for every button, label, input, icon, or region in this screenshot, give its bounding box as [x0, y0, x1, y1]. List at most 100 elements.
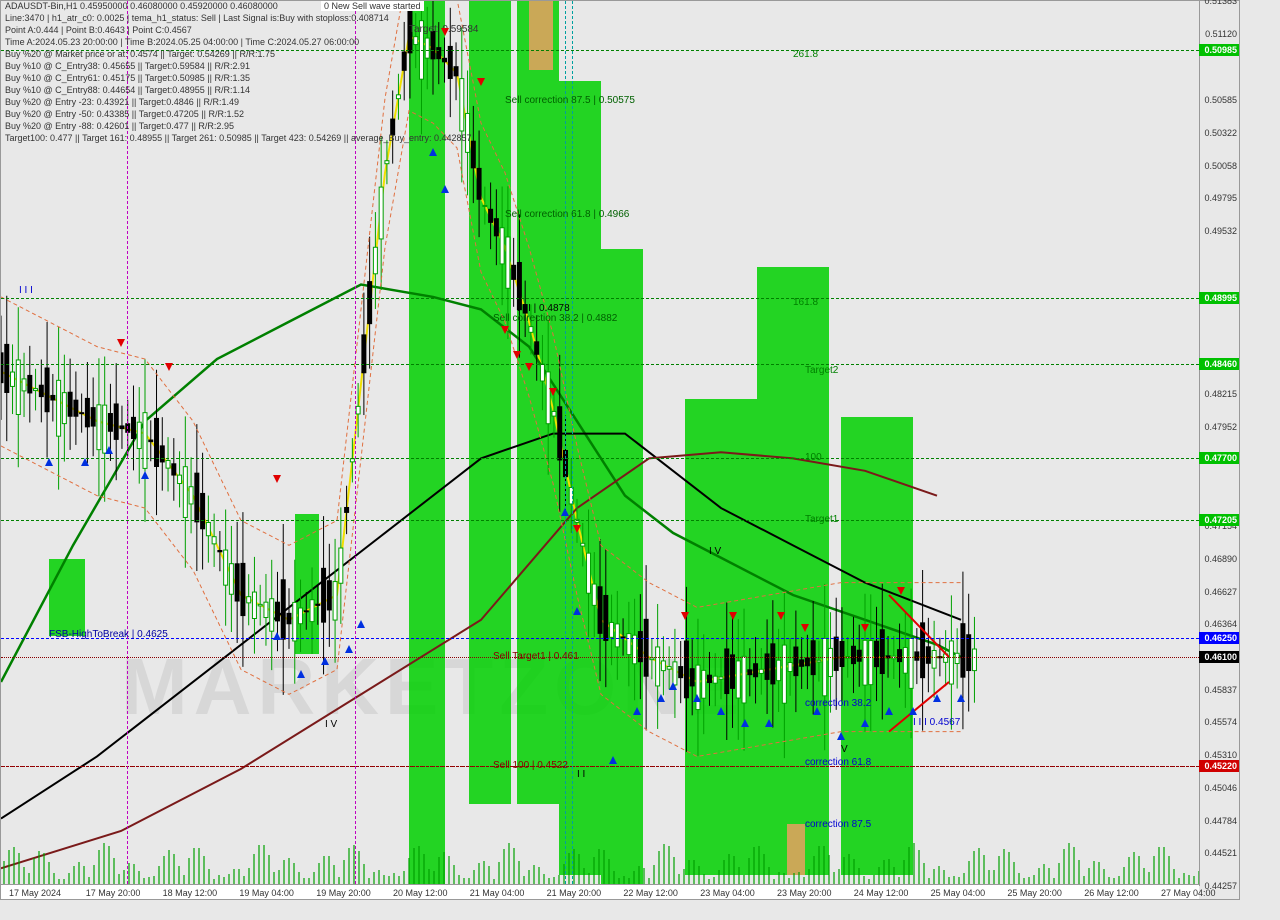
buy-arrow-icon — [741, 719, 749, 727]
sell-arrow-icon — [513, 351, 521, 359]
chart-area[interactable]: MARKETZONE Sell correction 87.5 | 0.5057… — [0, 0, 1240, 900]
price-tick: 0.44784 — [1204, 816, 1237, 826]
price-tick: 0.46890 — [1204, 554, 1237, 564]
chart-annotation: Sell correction 61.8 | 0.4966 — [505, 209, 629, 220]
chart-annotation: I I I | 0.4878 — [517, 303, 570, 314]
time-tick: 22 May 12:00 — [623, 888, 678, 898]
buy-arrow-icon — [141, 471, 149, 479]
price-badge: 0.47205 — [1199, 514, 1239, 526]
time-tick: 20 May 12:00 — [393, 888, 448, 898]
chart-annotation: Sell correction 87.5 | 0.50575 — [505, 95, 635, 106]
buy-arrow-icon — [105, 446, 113, 454]
price-tick: 0.46364 — [1204, 619, 1237, 629]
info-line: Buy %10 @ C_Entry38: 0.45655 || Target:0… — [5, 61, 250, 71]
sell-arrow-icon — [477, 78, 485, 86]
sell-arrow-icon — [525, 363, 533, 371]
sell-arrow-icon — [165, 363, 173, 371]
info-line: Buy %10 @ C_Entry88: 0.44654 || Target:0… — [5, 85, 250, 95]
time-axis: 17 May 2024 17 May 20:00 18 May 12:00 19 Ma… — [1, 884, 1199, 899]
buy-arrow-icon — [45, 458, 53, 466]
price-badge: 0.46100 — [1199, 651, 1239, 663]
time-tick: 25 May 20:00 — [1007, 888, 1062, 898]
price-badge: 0.48995 — [1199, 292, 1239, 304]
sell-arrow-icon — [549, 388, 557, 396]
buy-arrow-icon — [321, 657, 329, 665]
chart-annotation: 100 — [805, 452, 822, 463]
time-tick: 23 May 04:00 — [700, 888, 755, 898]
price-tick: 0.44521 — [1204, 848, 1237, 858]
info-line: Line:3470 | h1_atr_c0: 0.0025 | tema_h1_… — [5, 13, 389, 23]
time-tick: 27 May 04:00 — [1161, 888, 1216, 898]
info-line: Buy %20 @ Entry -88: 0.42601 || Target:0… — [5, 121, 234, 131]
buy-arrow-icon — [273, 632, 281, 640]
time-tick: 23 May 20:00 — [777, 888, 832, 898]
price-tick: 0.50058 — [1204, 161, 1237, 171]
price-tick: 0.49795 — [1204, 193, 1237, 203]
price-tick: 0.46627 — [1204, 587, 1237, 597]
chart-annotation: 261.8 — [793, 49, 818, 60]
sell-arrow-icon — [501, 326, 509, 334]
buy-arrow-icon — [693, 694, 701, 702]
info-line: Buy %20 @ Entry -50: 0.43385 || Target:0… — [5, 109, 244, 119]
price-badge: 0.46250 — [1199, 632, 1239, 644]
sell-arrow-icon — [801, 624, 809, 632]
buy-arrow-icon — [573, 607, 581, 615]
time-tick: 18 May 12:00 — [163, 888, 218, 898]
price-badge: 0.50985 — [1199, 44, 1239, 56]
price-badge: 0.48460 — [1199, 358, 1239, 370]
chart-annotation: Sell correction 38.2 | 0.4882 — [493, 313, 617, 324]
buy-arrow-icon — [357, 620, 365, 628]
price-badge: 0.47700 — [1199, 452, 1239, 464]
price-tick: 0.45310 — [1204, 750, 1237, 760]
price-tick: 0.48215 — [1204, 389, 1237, 399]
buy-arrow-icon — [633, 707, 641, 715]
chart-annotation: correction 87.5 — [805, 819, 871, 830]
sell-arrow-icon — [681, 612, 689, 620]
time-tick: 17 May 20:00 — [86, 888, 141, 898]
price-tick: 0.51120 — [1205, 29, 1237, 39]
price-tick: 0.47952 — [1204, 422, 1237, 432]
chart-annotation: I V — [325, 719, 337, 730]
time-tick: 25 May 04:00 — [931, 888, 986, 898]
chart-annotation: Target1 — [805, 514, 838, 525]
buy-arrow-icon — [885, 707, 893, 715]
price-badge: 0.45220 — [1199, 760, 1239, 772]
price-tick: 0.45046 — [1204, 783, 1237, 793]
chart-annotation: 161.8 — [793, 297, 818, 308]
chart-annotation: I I — [577, 769, 585, 780]
chart-annotation: correction 61.8 — [805, 757, 871, 768]
time-tick: 17 May 2024 — [9, 888, 61, 898]
info-line: Buy %20 @ Entry -23: 0.43921 || Target:0… — [5, 97, 239, 107]
info-line: Target100: 0.477 || Target 161: 0.48955 … — [5, 133, 472, 143]
sell-arrow-icon — [897, 587, 905, 595]
buy-arrow-icon — [957, 694, 965, 702]
info-line: Time A:2024.05.23 20:00:00 | Time B:2024… — [5, 37, 359, 47]
time-tick: 21 May 20:00 — [547, 888, 602, 898]
buy-arrow-icon — [429, 148, 437, 156]
sell-arrow-icon — [273, 475, 281, 483]
chart-annotation: I I I — [19, 285, 33, 296]
price-tick: 0.51383 — [1204, 0, 1237, 6]
banner-text: 0 New Sell wave started — [321, 1, 424, 11]
info-line: Buy %10 @ C_Entry61: 0.45175 || Target:0… — [5, 73, 250, 83]
time-tick: 19 May 04:00 — [239, 888, 294, 898]
chart-annotation: I I I 0.4567 — [913, 717, 960, 728]
sell-arrow-icon — [573, 525, 581, 533]
price-tick: 0.50322 — [1204, 128, 1237, 138]
buy-arrow-icon — [609, 756, 617, 764]
price-tick: 0.50585 — [1204, 95, 1237, 105]
time-tick: 24 May 12:00 — [854, 888, 909, 898]
symbol-title: ADAUSDT-Bin,H1 0.45950000 0.46080000 0.4… — [5, 1, 278, 11]
buy-arrow-icon — [657, 694, 665, 702]
buy-arrow-icon — [561, 508, 569, 516]
time-tick: 19 May 20:00 — [316, 888, 371, 898]
buy-arrow-icon — [765, 719, 773, 727]
price-axis: 0.51383 0.51120 0.50985 0.50585 0.50322 0.500… — [1199, 1, 1239, 886]
sell-arrow-icon — [441, 28, 449, 36]
chart-annotation: FSB-HighToBreak | 0.4625 — [49, 629, 168, 640]
buy-arrow-icon — [297, 670, 305, 678]
price-tick: 0.45837 — [1204, 685, 1237, 695]
chart-annotation: Sell 100 | 0.4522 — [493, 760, 568, 771]
buy-arrow-icon — [933, 694, 941, 702]
price-tick: 0.49532 — [1204, 226, 1237, 236]
